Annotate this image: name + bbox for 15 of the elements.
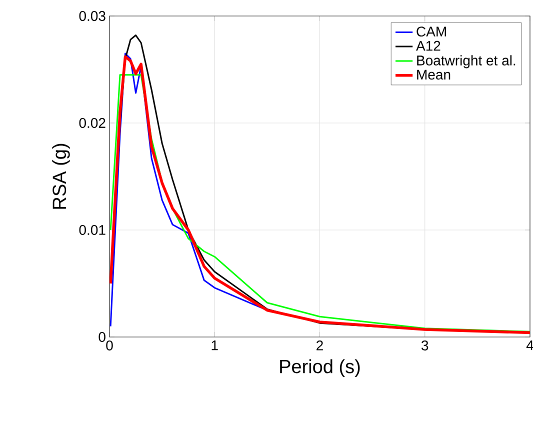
x-tick-label: 0: [106, 340, 113, 350]
y-tick-label: 0: [98, 332, 106, 342]
y-tick-label: 0.02: [79, 118, 106, 128]
x-tick-label: 4: [526, 340, 533, 350]
x-tick-label: 2: [316, 340, 323, 350]
x-tick-label: 3: [422, 340, 428, 350]
y-tick-label: 0.01: [79, 225, 106, 235]
legend-label: CAM: [416, 26, 446, 37]
legend-label: Boatwright et al.: [417, 55, 516, 68]
legend-label: Mean: [417, 70, 450, 80]
x-axis-title: Period (s): [280, 359, 360, 377]
x-tick-label: 1: [212, 340, 218, 350]
y-axis-title: RSA (g): [52, 144, 70, 209]
y-tick-label: 0.03: [79, 11, 106, 21]
legend-label: A12: [416, 40, 440, 51]
